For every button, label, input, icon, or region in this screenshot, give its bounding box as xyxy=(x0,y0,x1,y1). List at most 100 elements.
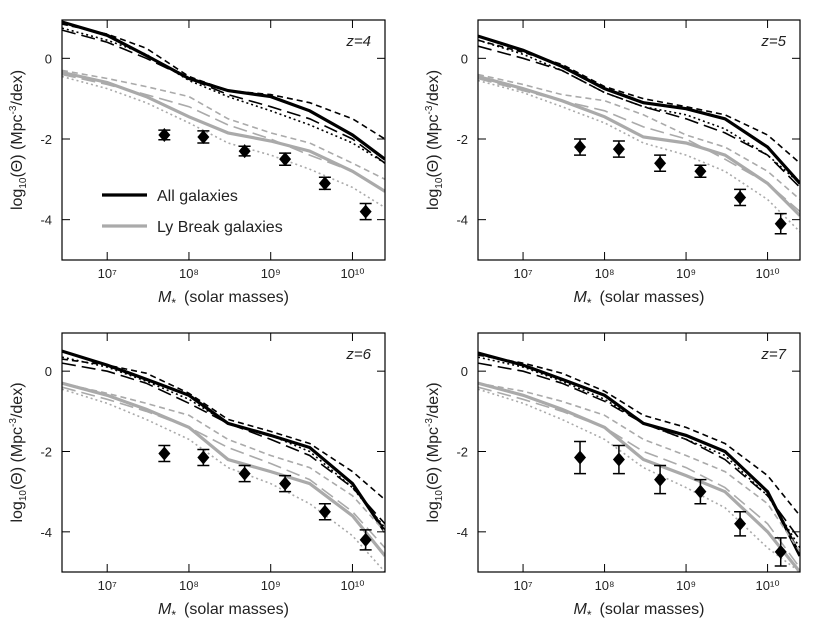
series-line xyxy=(478,77,800,213)
series-line xyxy=(478,34,800,185)
legend-label: All galaxies xyxy=(157,188,238,205)
series-line xyxy=(478,74,800,217)
x-tick-label: 10¹⁰ xyxy=(340,578,364,593)
x-tick-label: 10¹⁰ xyxy=(340,266,364,281)
series-line xyxy=(62,358,385,501)
x-label-part: (solar masses) xyxy=(600,289,705,306)
axes-frame xyxy=(477,19,801,261)
x-tick-label: 10⁷ xyxy=(513,578,532,593)
x-label-part: M xyxy=(158,601,172,618)
marker xyxy=(279,152,292,167)
series-line xyxy=(478,45,800,188)
plot-area xyxy=(478,34,800,233)
y-label-part: (Θ) (Mpc xyxy=(425,114,442,177)
plot-area xyxy=(62,349,385,572)
marker xyxy=(158,127,171,142)
y-axis-label: log10(Θ) (Mpc-3/dex) xyxy=(8,70,29,210)
series-line xyxy=(478,351,800,557)
x-tick-label: 10⁷ xyxy=(98,266,117,281)
x-axis-label: M* (solar masses) xyxy=(158,601,289,622)
y-tick-label: -2 xyxy=(456,444,468,459)
y-label-part: /dex) xyxy=(9,382,26,418)
marker xyxy=(694,484,707,499)
x-tick-label: 10⁸ xyxy=(179,266,199,281)
marker xyxy=(774,216,787,231)
y-label-part: /dex) xyxy=(9,70,26,106)
y-axis-label: log10(Θ) (Mpc-3/dex) xyxy=(424,382,445,522)
y-label-part: -3 xyxy=(424,105,435,114)
annotation: z=4 xyxy=(345,33,371,50)
axes-frame xyxy=(477,332,801,573)
x-tick-label: 10⁹ xyxy=(261,266,281,281)
marker xyxy=(694,164,707,179)
annotation: z=6 xyxy=(345,346,371,363)
x-tick-label: 10⁹ xyxy=(676,578,696,593)
marker xyxy=(574,140,587,155)
series-line xyxy=(478,73,800,201)
series-line xyxy=(478,386,800,569)
series-line xyxy=(62,69,385,181)
x-tick-label: 10⁷ xyxy=(98,578,117,593)
x-label-part: M xyxy=(574,601,588,618)
marker xyxy=(734,516,747,531)
y-axis-label: log10(Θ) (Mpc-3/dex) xyxy=(424,70,445,210)
series-line xyxy=(478,39,800,185)
marker xyxy=(574,450,587,465)
y-axis-label: log10(Θ) (Mpc-3/dex) xyxy=(8,382,29,522)
y-label-part: 10 xyxy=(18,490,29,502)
y-tick-label: -2 xyxy=(40,132,52,147)
y-label-part: log xyxy=(9,501,26,522)
y-tick-label: -4 xyxy=(456,213,468,228)
y-tick-label: 0 xyxy=(45,51,52,66)
y-label-part: (Θ) (Mpc xyxy=(9,427,26,490)
marker xyxy=(359,204,372,219)
x-tick-label: 10⁸ xyxy=(179,578,199,593)
marker xyxy=(774,544,787,559)
y-tick-label: -2 xyxy=(40,444,52,459)
x-label-part: M xyxy=(158,289,172,306)
series-line xyxy=(62,386,385,549)
y-label-part: log xyxy=(425,189,442,210)
axes-frame xyxy=(61,332,386,573)
marker xyxy=(238,466,251,481)
x-tick-label: 10⁸ xyxy=(595,266,615,281)
legend-label: Ly Break galaxies xyxy=(157,219,283,236)
x-label-part: * xyxy=(587,296,592,310)
x-tick-label: 10⁹ xyxy=(261,578,281,593)
y-label-part: log xyxy=(425,501,442,522)
marker xyxy=(197,129,210,144)
x-label-part: M xyxy=(574,289,588,306)
y-tick-label: 0 xyxy=(461,51,468,66)
x-label-part: (solar masses) xyxy=(184,601,289,618)
marker xyxy=(318,176,331,191)
series-line xyxy=(62,23,385,140)
series-line xyxy=(62,388,385,572)
series-line xyxy=(62,27,385,164)
y-label-part: 10 xyxy=(18,177,29,189)
x-axis-label: M* (solar masses) xyxy=(574,289,705,310)
series-line xyxy=(478,39,800,164)
series-line xyxy=(62,73,385,193)
x-label-part: * xyxy=(587,608,592,622)
marker xyxy=(612,452,625,467)
x-tick-label: 10⁹ xyxy=(676,266,696,281)
axes-frame xyxy=(61,19,386,261)
x-tick-label: 10⁷ xyxy=(513,266,532,281)
y-tick-label: 0 xyxy=(461,364,468,379)
series-line xyxy=(478,388,800,572)
x-axis-label: M* (solar masses) xyxy=(158,289,289,310)
y-label-part: -3 xyxy=(8,105,19,114)
y-tick-label: -4 xyxy=(40,213,52,228)
x-label-part: (solar masses) xyxy=(184,289,289,306)
marker xyxy=(654,472,667,487)
marker xyxy=(612,142,625,157)
series-line xyxy=(62,356,385,529)
series-line xyxy=(478,382,800,553)
series-line xyxy=(62,75,385,209)
y-label-part: 10 xyxy=(434,490,445,502)
y-label-part: (Θ) (Mpc xyxy=(9,114,26,177)
x-label-part: (solar masses) xyxy=(600,601,705,618)
y-label-part: log xyxy=(9,189,26,210)
series-line xyxy=(62,362,385,525)
